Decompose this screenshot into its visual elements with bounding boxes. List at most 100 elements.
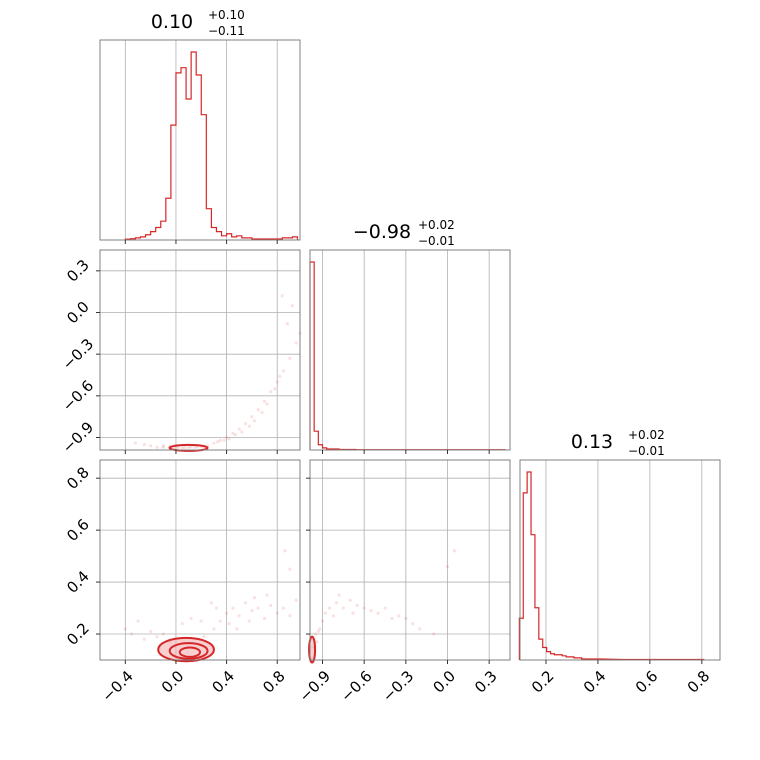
x-tick-label: 0.6 [632,667,662,697]
panel-title-minus: −0.01 [418,234,455,248]
x-tick-label: 0.3 [471,667,501,697]
scatter-point [222,438,226,442]
scatter-point [432,632,436,636]
y-tick-label: 0.0 [63,298,93,328]
scatter-point [180,622,184,626]
scatter-point [269,603,273,608]
scatter-point [260,410,264,415]
scatter-point [281,369,286,373]
scatter-point [341,606,345,610]
scatter-point [315,640,319,644]
panel-frame [99,459,301,661]
panel-title-plus: +0.10 [208,8,245,22]
scatter-point [369,609,373,613]
scatter-point [212,441,216,445]
scatter-point [252,596,257,600]
scatter-point [237,427,241,431]
scatter-point [323,611,327,615]
scatter-point [130,632,134,636]
scatter-point [327,606,332,610]
scatter-point [193,445,197,449]
scatter-point [351,611,355,615]
density-contour [157,636,215,663]
panel-frame [519,459,721,661]
density-fill [309,636,316,663]
density-contour [168,642,209,660]
x-tick-label: 0.0 [429,667,459,697]
panel-title-plus: +0.02 [418,218,455,232]
y-tick-label: 0.2 [63,619,93,649]
panel-title: 0.13 [571,431,613,453]
scatter-point [202,635,206,639]
scatter-point [383,606,387,610]
scatter-point [281,606,286,610]
scatter-point [337,593,341,597]
scatter-point [376,611,380,615]
panel-diag-3: 0.2 0.4 0.6 0.8 0.13 +0.02 −0.01 [518,428,721,697]
scatter-point [320,619,325,623]
scatter-point [278,374,282,378]
panel-diag-2: −0.98 +0.02 −0.01 [309,218,511,454]
scatter-point [136,619,140,623]
scatter-point [233,433,238,437]
scatter-point [187,445,191,449]
density-contour [308,635,317,664]
x-tick-label: 0.8 [684,667,714,697]
x-tick-label: −0.4 [98,667,136,705]
scatter-point [250,415,254,419]
y-tick-label: 0.3 [63,256,93,286]
scatter-point [265,402,269,406]
density-contour [168,443,209,452]
x-tick-label: 0.4 [209,667,239,697]
scatter-point [288,356,292,360]
scatter-point [199,619,203,623]
scatter-point [174,446,178,450]
scatter-point [334,601,338,605]
scatter-point [290,303,295,308]
panel-title: 0.10 [151,11,193,33]
y-tick-label: −0.9 [59,418,97,456]
x-tick-label: 0.2 [528,667,558,697]
scatter-point [318,627,322,631]
histogram-step [309,261,506,451]
scatter-point [452,549,457,553]
scatter-point [247,424,251,428]
scatter-point [256,606,260,610]
scatter-point [265,593,269,597]
scatter-point [189,445,193,449]
scatter-point [214,606,219,610]
panel-pair-2-1: −0.9−0.6 −0.3 0.0 0.3 [59,249,302,457]
x-tick-label: 0.4 [580,667,610,697]
panel-title-plus: +0.02 [628,428,665,442]
scatter-point [227,437,231,441]
scatter-point [348,598,352,602]
scatter-point [149,629,153,634]
scatter-point [275,380,279,384]
scatter-point [285,322,289,326]
scatter-point [142,442,146,447]
scatter-point [161,444,165,448]
scatter-point [218,438,222,442]
panel-frame [309,459,511,661]
scatter-point [252,419,257,423]
scatter-point [332,614,336,618]
scatter-point [231,431,235,435]
y-tick-label: −0.3 [59,335,97,373]
scatter-point [316,629,320,634]
scatter-point [149,444,153,448]
x-tick-label: −0.6 [337,667,375,705]
scatter-point [237,614,241,618]
scatter-point [155,635,159,639]
histogram-step [518,471,705,661]
scatter-point [269,390,273,394]
y-tick-label: 0.6 [63,515,93,545]
scatter-point [411,622,415,626]
scatter-point [250,609,254,613]
scatter-point [235,627,239,631]
scatter-point [240,430,244,434]
panel-frame [309,249,511,451]
scatter-point [216,440,220,444]
scatter-point [243,422,248,426]
panel-pair-3-2: −0.9 −0.6 −0.3 0.0 0.3 [296,459,511,706]
